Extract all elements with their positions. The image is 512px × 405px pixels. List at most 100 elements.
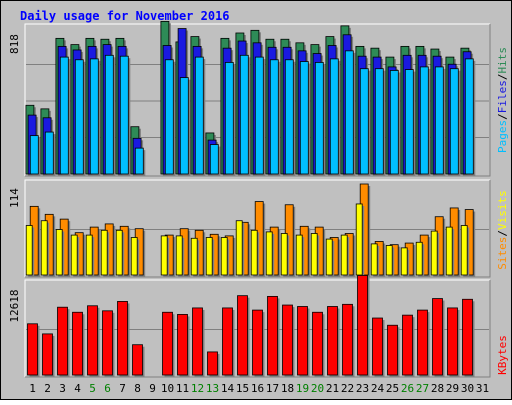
legend-files: Files (496, 80, 509, 113)
bar-visits-13 (205, 237, 213, 276)
bar-pages-8 (134, 147, 144, 175)
bar-kbytes-22 (342, 303, 353, 376)
bar-pages-25 (389, 70, 399, 175)
legend-hits: Hits (496, 47, 509, 74)
bar-visits-12 (190, 237, 198, 276)
day-label-10: 10 (161, 382, 174, 395)
bar-pages-30 (464, 58, 474, 175)
bar-kbytes-20 (312, 311, 323, 376)
bar-visits-28 (430, 230, 438, 276)
day-label-6: 6 (104, 382, 111, 395)
day-label-17: 17 (266, 382, 279, 395)
day-label-22: 22 (341, 382, 354, 395)
day-label-16: 16 (251, 382, 264, 395)
bar-visits-23 (355, 203, 363, 276)
bar-visits-29 (445, 226, 453, 276)
bar-pages-16 (254, 56, 264, 175)
bar-pages-23 (359, 68, 369, 175)
day-label-19: 19 (296, 382, 309, 395)
bar-kbytes-30 (462, 298, 473, 376)
bar-pages-4 (74, 59, 84, 175)
day-label-11: 11 (176, 382, 189, 395)
bar-pages-26 (404, 69, 414, 175)
day-label-23: 23 (356, 382, 369, 395)
bar-pages-29 (449, 68, 459, 175)
y-max-label-3: 12618 (8, 289, 21, 322)
day-label-20: 20 (311, 382, 324, 395)
bar-kbytes-4 (72, 311, 83, 376)
bar-visits-30 (460, 225, 468, 276)
bar-kbytes-26 (402, 314, 413, 376)
bar-pages-24 (374, 68, 384, 175)
bar-pages-15 (239, 54, 249, 175)
bar-kbytes-24 (372, 317, 383, 376)
day-label-12: 12 (191, 382, 204, 395)
bar-pages-6 (104, 54, 114, 175)
day-label-28: 28 (431, 382, 444, 395)
bar-visits-16 (250, 229, 258, 276)
day-label-24: 24 (371, 382, 385, 395)
bar-kbytes-10 (162, 311, 173, 376)
day-label-27: 27 (416, 382, 429, 395)
y-max-label-2: 114 (8, 188, 21, 208)
bar-visits-4 (70, 234, 78, 276)
bar-visits-26 (400, 247, 408, 276)
bar-visits-20 (310, 233, 318, 276)
bar-pages-1 (29, 135, 39, 175)
legend-separator: / (496, 230, 509, 237)
bar-visits-14 (220, 237, 228, 276)
panel-1-light-edge (24, 23, 490, 176)
bar-pages-18 (284, 59, 294, 175)
day-label-1: 1 (29, 382, 36, 395)
bar-kbytes-3 (57, 306, 68, 376)
y-legend-3: KBytes (496, 335, 509, 375)
bar-visits-21 (325, 238, 333, 276)
bar-pages-12 (194, 56, 204, 175)
legend-kbytes: KBytes (496, 335, 509, 375)
bar-visits-11 (175, 235, 183, 276)
bar-visits-17 (265, 231, 273, 276)
bar-pages-2 (44, 131, 54, 175)
day-label-4: 4 (74, 382, 81, 395)
day-label-31: 31 (476, 382, 489, 395)
day-label-13: 13 (206, 382, 219, 395)
bar-pages-7 (119, 55, 129, 175)
day-label-15: 15 (236, 382, 249, 395)
bar-kbytes-14 (222, 307, 233, 376)
day-label-26: 26 (401, 382, 414, 395)
bar-visits-2 (40, 220, 48, 276)
bar-visits-25 (385, 245, 393, 276)
bar-visits-5 (85, 234, 93, 276)
bar-visits-18 (280, 233, 288, 276)
bar-kbytes-7 (117, 301, 128, 376)
bar-kbytes-12 (192, 307, 203, 376)
day-label-3: 3 (59, 382, 66, 395)
day-label-21: 21 (326, 382, 339, 395)
bar-kbytes-6 (102, 310, 113, 376)
bar-kbytes-13 (207, 351, 218, 376)
day-label-30: 30 (461, 382, 474, 395)
bar-visits-10 (160, 235, 168, 276)
day-label-14: 14 (221, 382, 235, 395)
y-legend-2: Sites/Visits (496, 190, 509, 270)
bar-visits-15 (235, 220, 243, 276)
bar-visits-27 (415, 241, 423, 276)
bar-pages-20 (314, 62, 324, 175)
bar-visits-1 (25, 225, 33, 276)
legend-separator: / (496, 113, 509, 120)
day-label-2: 2 (44, 382, 51, 395)
bar-visits-3 (55, 229, 63, 276)
bar-kbytes-25 (387, 324, 398, 376)
bar-kbytes-18 (282, 304, 293, 376)
bar-pages-17 (269, 59, 279, 175)
chart-title: Daily usage for November 2016 (20, 9, 230, 23)
bar-visits-22 (340, 234, 348, 276)
day-label-9: 9 (149, 382, 156, 395)
bar-pages-10 (164, 59, 174, 175)
bar-kbytes-17 (267, 295, 278, 376)
bar-pages-3 (59, 56, 69, 175)
bar-pages-28 (434, 66, 444, 175)
day-label-7: 7 (119, 382, 126, 395)
bar-kbytes-27 (417, 309, 428, 376)
